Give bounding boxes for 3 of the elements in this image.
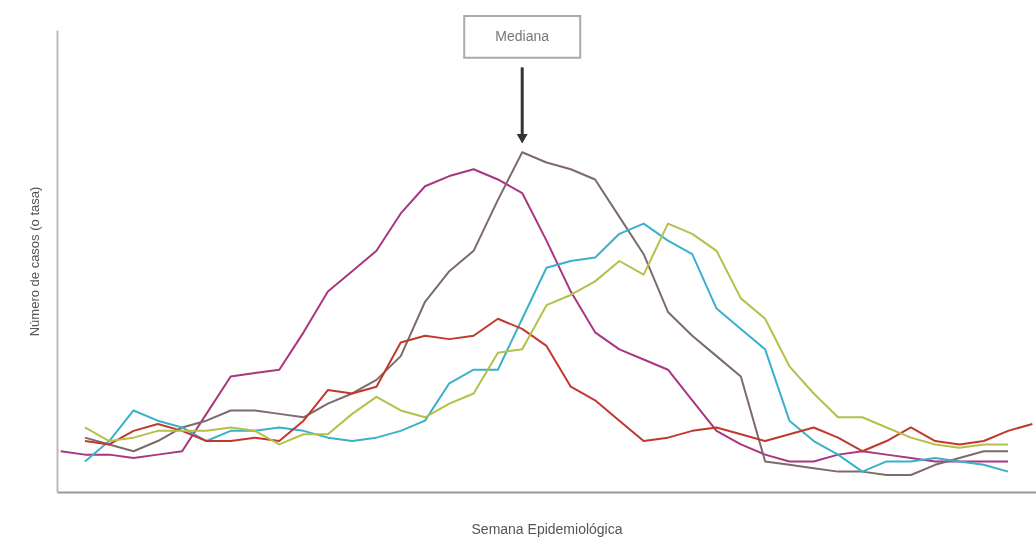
- text: Mediana: [495, 27, 550, 44]
- y-axis-title: Número de casos (o tasa): [26, 186, 42, 337]
- x-axis-title: Semana Epidemiológica: [471, 520, 623, 537]
